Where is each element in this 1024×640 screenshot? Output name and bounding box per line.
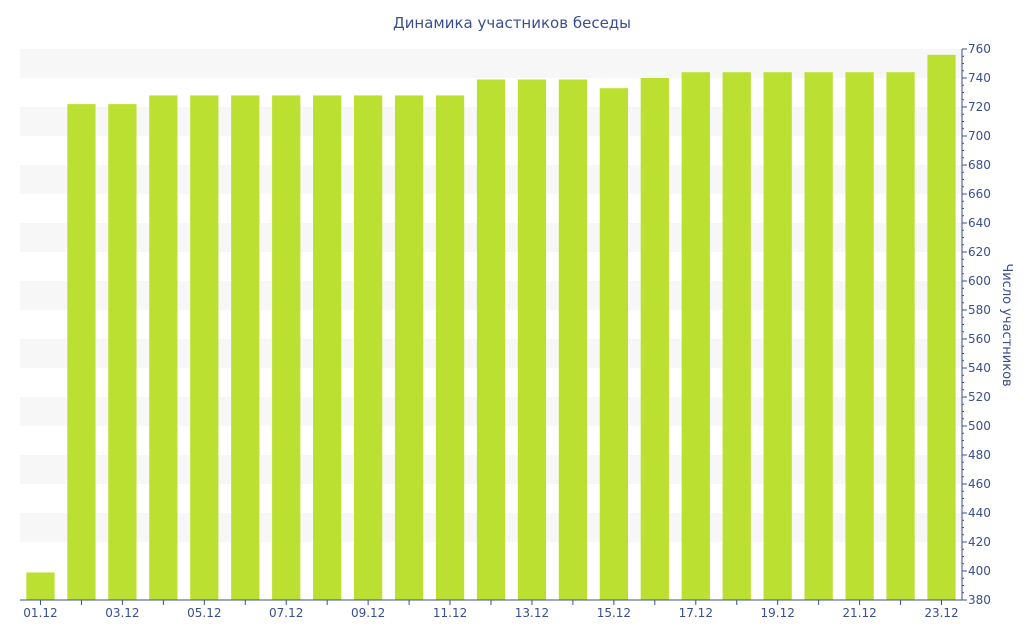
y-tick-label: 420 xyxy=(968,535,991,549)
x-tick-label: 01.12 xyxy=(23,606,57,620)
bar-07.12 xyxy=(272,95,301,601)
x-tick-label: 17.12 xyxy=(679,606,713,620)
x-axis-ticks: 01.12 03.12 05.12 07.12 09.12 11.12 13.12 15.12… xyxy=(23,600,959,620)
y-tick-label: 500 xyxy=(968,419,991,433)
bar-06.12 xyxy=(231,95,260,601)
y-tick-label: 520 xyxy=(968,390,991,404)
y-tick-label: 640 xyxy=(968,216,991,230)
bar-04.12 xyxy=(149,95,178,601)
x-tick-label: 21.12 xyxy=(842,606,876,620)
y-tick-label: 540 xyxy=(968,361,991,375)
bar-08.12 xyxy=(313,95,342,601)
bar-13.12 xyxy=(517,79,547,600)
bars xyxy=(26,54,956,601)
x-tick-label: 07.12 xyxy=(269,606,303,620)
bar-20.12 xyxy=(804,72,833,600)
x-tick-label: 09.12 xyxy=(351,606,385,620)
bar-01.12 xyxy=(26,572,55,600)
bar-21.12 xyxy=(845,72,874,600)
y-tick-label: 600 xyxy=(968,274,991,288)
bar-16.12 xyxy=(640,78,669,600)
bar-10.12 xyxy=(394,95,424,601)
x-tick-label: 11.12 xyxy=(433,606,467,620)
y-tick-label: 660 xyxy=(968,187,991,201)
x-tick-label: 23.12 xyxy=(924,606,958,620)
bar-15.12 xyxy=(599,88,628,601)
chart-title: Динамика участников беседы xyxy=(393,14,631,32)
x-tick-label: 03.12 xyxy=(105,606,139,620)
y-tick-label: 720 xyxy=(968,100,991,114)
y-tick-label: 440 xyxy=(968,506,991,520)
y-tick-label: 740 xyxy=(968,71,991,85)
y-tick-label: 580 xyxy=(968,303,991,317)
y-tick-label: 760 xyxy=(968,42,991,56)
x-tick-label: 15.12 xyxy=(597,606,631,620)
bar-03.12 xyxy=(108,104,137,600)
bar-14.12 xyxy=(558,79,588,600)
x-tick-label: 05.12 xyxy=(187,606,221,620)
bar-02.12 xyxy=(67,104,96,600)
y-tick-label: 620 xyxy=(968,245,991,259)
y-tick-label: 380 xyxy=(968,593,991,607)
x-tick-label: 19.12 xyxy=(761,606,795,620)
bar-19.12 xyxy=(763,72,792,600)
bar-22.12 xyxy=(886,72,915,600)
y-axis-label: Число участников xyxy=(999,263,1014,386)
x-tick-label: 13.12 xyxy=(515,606,549,620)
bar-23.12 xyxy=(927,54,956,601)
y-tick-label: 400 xyxy=(968,564,991,578)
bar-05.12 xyxy=(190,95,219,601)
bar-18.12 xyxy=(722,72,751,600)
y-tick-label: 480 xyxy=(968,448,991,462)
y-tick-label: 680 xyxy=(968,158,991,172)
y-tick-label: 460 xyxy=(968,477,991,491)
bar-12.12 xyxy=(476,79,506,600)
bar-09.12 xyxy=(354,95,383,601)
y-tick-label: 700 xyxy=(968,129,991,143)
bar-11.12 xyxy=(435,95,465,601)
bar-17.12 xyxy=(681,72,710,600)
y-axis-ticks: 380 400 420 440 460 480 500 520 540 560 580 600 620 6… xyxy=(962,42,991,607)
y-tick-label: 560 xyxy=(968,332,991,346)
